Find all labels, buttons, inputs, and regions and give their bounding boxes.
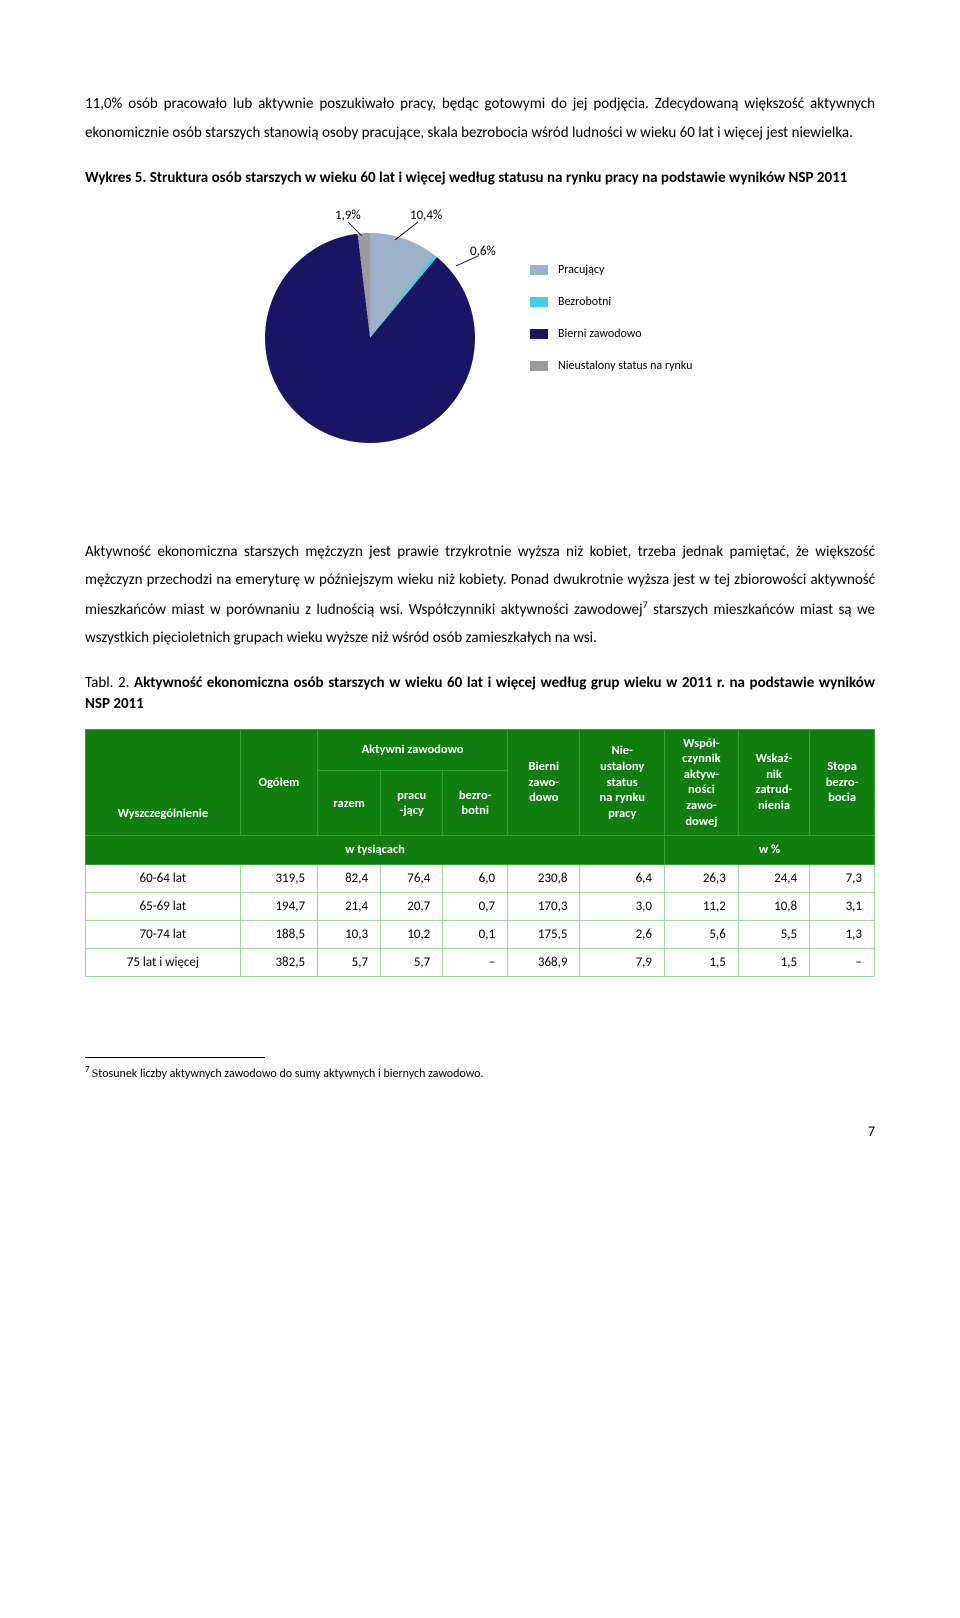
activity-table: Wyszczególnienie Ogółem Aktywni zawodowo… — [85, 729, 875, 977]
table-body: 60-64 lat319,582,476,46,0230,86,426,324,… — [86, 864, 875, 976]
table-cell: 21,4 — [318, 892, 381, 920]
table-cell: 82,4 — [318, 864, 381, 892]
legend-label: Pracujący — [558, 263, 604, 277]
pie-slices — [265, 233, 475, 443]
legend-label: Bezrobotni — [558, 295, 611, 309]
table-row: 70-74 lat188,510,310,20,1175,52,65,65,51… — [86, 920, 875, 948]
table-row: 65-69 lat194,721,420,70,7170,33,011,210,… — [86, 892, 875, 920]
table-cell: 10,3 — [318, 920, 381, 948]
legend: Pracujący Bezrobotni Bierni zawodowo Nie… — [530, 263, 692, 391]
table-row: 75 lat i więcej382,55,75,7–368,97,91,51,… — [86, 948, 875, 976]
th-nieustalony: Nie- ustalony status na rynku pracy — [580, 729, 665, 836]
table-cell: 230,8 — [508, 864, 580, 892]
table-cell: 1,5 — [664, 948, 738, 976]
table-title-text: Aktywność ekonomiczna osób starszych w w… — [85, 674, 875, 713]
legend-item: Bierni zawodowo — [530, 327, 692, 341]
th-ogolem: Ogółem — [240, 729, 317, 836]
th-stopa: Stopa bezro- bocia — [810, 729, 875, 836]
table-cell: 2,6 — [580, 920, 665, 948]
pie-label-1: 1,9% — [335, 208, 361, 223]
th-unit-tys: w tysiącach — [86, 836, 665, 865]
th-wyszczegolnienie: Wyszczególnienie — [86, 729, 241, 836]
table-header: Wyszczególnienie Ogółem Aktywni zawodowo… — [86, 729, 875, 864]
table-cell: 11,2 — [664, 892, 738, 920]
table-cell: 0,7 — [443, 892, 508, 920]
pie-chart: 1,9% 10,4% 0,6% 87,1% Pracujący Bezrobot… — [85, 208, 875, 488]
th-pracujacy: pracu -jący — [381, 771, 443, 836]
table-cell: 10,8 — [738, 892, 809, 920]
legend-item: Nieustalony status na rynku — [530, 359, 692, 373]
footnote-num: 7 — [85, 1064, 92, 1075]
table-cell: 6,4 — [580, 864, 665, 892]
table-cell: 188,5 — [240, 920, 317, 948]
table-cell: – — [443, 948, 508, 976]
table-title: Tabl. 2. Aktywność ekonomiczna osób star… — [85, 673, 875, 715]
th-unit-proc: w % — [664, 836, 874, 865]
table-cell: 194,7 — [240, 892, 317, 920]
table-cell: 65-69 lat — [86, 892, 241, 920]
chart-title-prefix: Wykres 5. — [85, 169, 150, 187]
table-cell: 7,3 — [810, 864, 875, 892]
pie-label-4: 87,1% — [353, 448, 385, 463]
th-razem: razem — [318, 771, 381, 836]
paragraph-2: Aktywność ekonomiczna starszych mężczyzn… — [85, 538, 875, 653]
footnote: 7 Stosunek liczby aktywnych zawodowo do … — [85, 1064, 875, 1083]
legend-swatch — [530, 265, 548, 275]
th-bezrobotni: bezro- botni — [443, 771, 508, 836]
table-cell: 26,3 — [664, 864, 738, 892]
legend-label: Bierni zawodowo — [558, 327, 642, 341]
table-cell: 0,1 — [443, 920, 508, 948]
table-cell: 60-64 lat — [86, 864, 241, 892]
table-cell: 10,2 — [381, 920, 443, 948]
table-cell: 3,0 — [580, 892, 665, 920]
table-cell: 3,1 — [810, 892, 875, 920]
table-cell: 5,6 — [664, 920, 738, 948]
page-number: 7 — [85, 1123, 875, 1140]
table-cell: 6,0 — [443, 864, 508, 892]
table-cell: – — [810, 948, 875, 976]
legend-swatch — [530, 329, 548, 339]
legend-label: Nieustalony status na rynku — [558, 359, 692, 373]
table-cell: 382,5 — [240, 948, 317, 976]
chart-title: Wykres 5. Struktura osób starszych w wie… — [85, 167, 875, 190]
legend-item: Pracujący — [530, 263, 692, 277]
legend-swatch — [530, 297, 548, 307]
table-cell: 20,7 — [381, 892, 443, 920]
table-cell: 1,5 — [738, 948, 809, 976]
table-cell: 175,5 — [508, 920, 580, 948]
table-cell: 70-74 lat — [86, 920, 241, 948]
chart-title-text: Struktura osób starszych w wieku 60 lat … — [150, 169, 848, 187]
footnote-text: tosunek liczby aktywnych zawodowo do sum… — [98, 1067, 483, 1081]
table-cell: 368,9 — [508, 948, 580, 976]
table-cell: 5,7 — [318, 948, 381, 976]
pie-label-2: 10,4% — [410, 208, 442, 223]
th-wspolczynnik: Współ- czynnik aktyw- ności zawo- dowej — [664, 729, 738, 836]
table-cell: 5,7 — [381, 948, 443, 976]
table-cell: 1,3 — [810, 920, 875, 948]
table-row: 60-64 lat319,582,476,46,0230,86,426,324,… — [86, 864, 875, 892]
th-aktywni-grp: Aktywni zawodowo — [318, 729, 508, 771]
table-cell: 75 lat i więcej — [86, 948, 241, 976]
table-cell: 24,4 — [738, 864, 809, 892]
legend-swatch — [530, 361, 548, 371]
th-bierni: Bierni zawo- dowo — [508, 729, 580, 836]
th-wskaznik: Wskaź- nik zatrud- nienia — [738, 729, 809, 836]
table-cell: 7,9 — [580, 948, 665, 976]
table-title-prefix: Tabl. 2. — [85, 674, 134, 692]
paragraph-1: 11,0% osób pracowało lub aktywnie poszuk… — [85, 90, 875, 147]
table-cell: 5,5 — [738, 920, 809, 948]
table-cell: 76,4 — [381, 864, 443, 892]
table-cell: 170,3 — [508, 892, 580, 920]
footnote-rule — [85, 1057, 265, 1058]
page: 11,0% osób pracowało lub aktywnie poszuk… — [0, 0, 960, 1190]
pie-label-3: 0,6% — [470, 244, 496, 259]
table-cell: 319,5 — [240, 864, 317, 892]
legend-item: Bezrobotni — [530, 295, 692, 309]
